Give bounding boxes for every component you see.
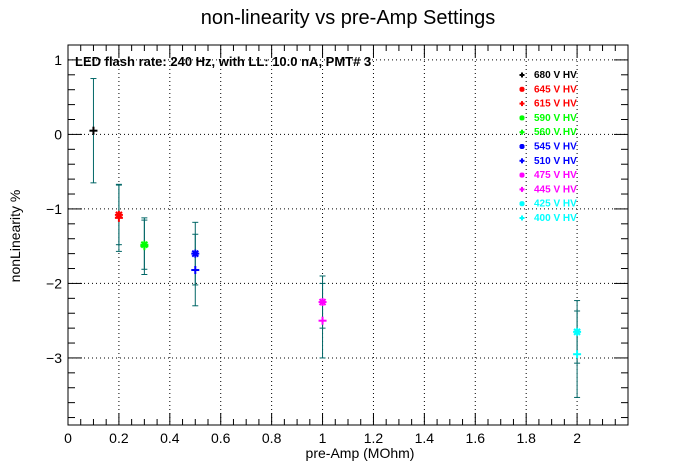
axis-ticks: 0 0.2 0.4 0.6 0.8 1 1.2 1.4 1.6 1.8 2 1 0 −1 −2 −3: [46, 45, 628, 446]
chart-title: non-linearity vs pre-Amp Settings: [201, 7, 496, 29]
legend-label: 680 V HV: [534, 70, 577, 81]
legend-marker: [519, 129, 525, 135]
x-tick-label: 1.6: [466, 430, 486, 446]
data-point: [318, 316, 327, 325]
y-tick-label: 0: [54, 126, 62, 142]
x-tick-label: 1.8: [516, 430, 536, 446]
y-tick-label: −3: [46, 350, 62, 366]
legend-label: 425 V HV: [534, 199, 577, 210]
x-tick-label: 0.6: [211, 430, 231, 446]
x-tick-label: 0.8: [262, 430, 282, 446]
x-tick-label: 0.2: [109, 430, 129, 446]
legend-marker: [519, 101, 525, 107]
data-point: [573, 327, 582, 336]
legend-label: 445 V HV: [534, 184, 577, 195]
x-tick-label: 1.4: [415, 430, 435, 446]
data-points: [89, 126, 582, 359]
chart-annotation: LED flash rate: 240 Hz, with LL: 10.0 nA…: [75, 54, 371, 69]
legend-label: 560 V HV: [534, 127, 577, 138]
data-point: [89, 126, 98, 135]
x-axis-label: pre-Amp (MOhm): [306, 445, 415, 461]
data-point: [191, 266, 200, 275]
legend-marker: [519, 115, 525, 121]
legend-label: 615 V HV: [534, 99, 577, 110]
legend-marker: [519, 172, 525, 178]
x-tick-label: 0.4: [160, 430, 180, 446]
x-tick-label: 1.2: [364, 430, 384, 446]
legend-label: 400 V HV: [534, 213, 577, 224]
data-point: [318, 298, 327, 307]
legend-marker: [519, 86, 525, 92]
x-tick-label: 2: [573, 430, 581, 446]
x-tick-label: 1: [319, 430, 327, 446]
legend: 680 V HV 645 V HV 615 V HV 590 V HV 560 V HV…: [519, 70, 577, 224]
x-tick-label: 0: [64, 430, 72, 446]
data-point: [573, 350, 582, 359]
legend-label: 475 V HV: [534, 170, 577, 181]
legend-marker: [519, 72, 525, 78]
error-bars: [90, 78, 581, 398]
legend-marker: [519, 186, 525, 192]
legend-marker: [519, 215, 525, 221]
legend-label: 510 V HV: [534, 156, 577, 167]
legend-marker: [519, 201, 525, 207]
legend-marker: [519, 143, 525, 150]
y-axis-label: nonLinearity %: [7, 190, 23, 283]
legend-label: 545 V HV: [534, 142, 577, 153]
data-point: [191, 249, 200, 258]
data-point: [140, 242, 149, 251]
y-tick-label: −1: [46, 201, 62, 217]
y-tick-label: −2: [46, 275, 62, 291]
legend-marker: [519, 158, 525, 164]
y-tick-label: 1: [54, 52, 62, 68]
legend-label: 590 V HV: [534, 113, 577, 124]
legend-label: 645 V HV: [534, 84, 577, 95]
data-point: [114, 213, 123, 222]
